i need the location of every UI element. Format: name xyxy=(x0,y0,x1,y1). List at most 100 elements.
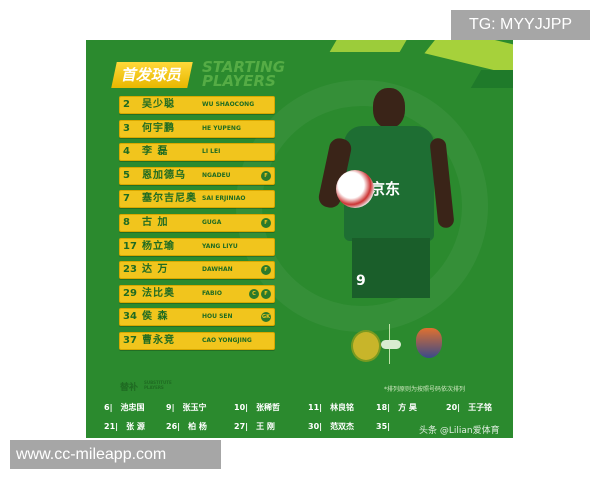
position-badge: F xyxy=(261,218,271,228)
subs-row-2: 21| 张 源 26| 柏 杨 27| 王 刚 30| 范双杰 35| xyxy=(86,420,513,434)
player-name-cn: 恩加德乌 xyxy=(142,169,186,181)
title-cn: 首发球员 xyxy=(111,62,193,88)
sub-number: 11| xyxy=(308,403,323,412)
player-name-cn: 达 万 xyxy=(142,264,169,276)
subs-title-en: SUBSTITUTE PLAYERS xyxy=(144,380,172,390)
substitute-item: 26| 柏 杨 xyxy=(166,420,207,434)
player-row: 2 吴少聪 WU SHAOCONG xyxy=(119,96,275,114)
substitute-item: 18| 方 昊 xyxy=(376,401,417,415)
player-name-en: WU SHAOCONG xyxy=(202,101,255,108)
sub-name: 张 源 xyxy=(126,422,145,431)
substitute-item: 10| 张稀哲 xyxy=(234,401,280,415)
shorts-number: 9 xyxy=(356,273,366,289)
lineup-graphic: 首发球员 STARTING PLAYERS 2 吴少聪 WU SHAOCONG … xyxy=(86,40,513,438)
player-badges: F xyxy=(261,218,271,228)
title-en: STARTING PLAYERS xyxy=(202,58,286,89)
substitute-item: 27| 王 刚 xyxy=(234,420,275,434)
bottom-left-watermark: www.cc-mileapp.com xyxy=(10,440,221,469)
sub-number: 21| xyxy=(104,422,119,431)
sub-number: 20| xyxy=(446,403,461,412)
player-number: 7 xyxy=(123,193,130,205)
sub-number: 35| xyxy=(376,422,391,431)
player-number: 17 xyxy=(123,240,137,252)
sub-name: 柏 杨 xyxy=(188,422,207,431)
substitute-item: 6| 池忠国 xyxy=(104,401,145,415)
top-right-watermark: TG: MYYJJPP xyxy=(451,10,590,40)
player-number: 4 xyxy=(123,146,130,158)
position-badge: F xyxy=(261,170,271,181)
player-name-en: FABIO xyxy=(202,289,222,297)
sub-name: 范双杰 xyxy=(330,422,355,431)
player-name-en: YANG LIYU xyxy=(202,242,238,250)
player-row: 17 杨立瑜 YANG LIYU xyxy=(119,237,275,256)
player-number: 3 xyxy=(123,122,130,134)
player-name-cn: 法比奥 xyxy=(142,287,175,299)
position-badge: F xyxy=(261,265,271,276)
subs-title-en-line2: PLAYERS xyxy=(144,385,164,390)
sub-number: 10| xyxy=(234,403,249,412)
player-name-en: DAWHAN xyxy=(202,266,233,274)
player-name-en: HE YUPENG xyxy=(202,124,241,132)
sub-number: 26| xyxy=(166,422,181,431)
subs-row-1: 6| 池忠国 9| 张玉宁 10| 张稀哲 11| 林良铭 18| 方 昊 20| 王子铭 xyxy=(86,401,513,415)
player-row: 4 李 磊 LI LEI xyxy=(119,143,275,162)
player-name-en: SAI ERJINIAO xyxy=(202,195,246,203)
player-name-en: NGADEU xyxy=(202,171,231,179)
substitute-item: 11| 林良铭 xyxy=(308,401,354,415)
player-row: 37 曹永竞 CAO YONGJING xyxy=(119,332,275,350)
player-row: 3 何宇鹏 HE YUPENG xyxy=(119,119,275,138)
player-name-en: GUGA xyxy=(202,219,222,226)
player-name-cn: 李 磊 xyxy=(142,146,169,158)
position-badge: F xyxy=(261,288,271,299)
title-en-line1: STARTING xyxy=(202,58,286,76)
sub-name: 张玉宁 xyxy=(182,403,207,412)
sub-name: 王子铭 xyxy=(468,403,493,412)
sub-name: 张稀哲 xyxy=(256,403,281,412)
player-row: 34 侯 森 HOU SEN GK xyxy=(119,308,275,327)
sub-name: 林良铭 xyxy=(330,403,355,412)
player-number: 34 xyxy=(123,311,137,323)
shirt-sponsor: 京东 xyxy=(370,180,401,198)
football xyxy=(336,170,374,208)
substitute-item: 35| xyxy=(376,420,398,434)
player-name-cn: 曹永竞 xyxy=(142,335,175,346)
player-badges: F xyxy=(261,265,271,276)
away-club-logo xyxy=(416,328,442,358)
substitute-item: 9| 张玉宁 xyxy=(166,401,207,415)
player-name-cn: 何宇鹏 xyxy=(142,122,175,134)
player-name-cn: 侯 森 xyxy=(142,311,169,323)
subs-title-cn: 替补 xyxy=(120,383,139,393)
inner-watermark: 头条 @Lilian爱体育 xyxy=(419,426,500,436)
player-name-en: HOU SEN xyxy=(202,313,233,321)
player-number: 23 xyxy=(123,264,137,276)
ordering-note: *排列原则为按照号码依次排列 xyxy=(384,386,466,393)
player-number: 8 xyxy=(123,217,130,228)
home-club-logo xyxy=(351,330,381,362)
substitute-item: 30| 范双杰 xyxy=(308,420,354,434)
subs-title-en-line1: SUBSTITUTE xyxy=(144,380,172,385)
sub-number: 18| xyxy=(376,403,391,412)
sub-number: 9| xyxy=(166,403,175,412)
player-row: 8 古 加 GUGA F xyxy=(119,214,275,232)
sub-name: 王 刚 xyxy=(256,422,275,431)
player-name-cn: 塞尔吉尼奥 xyxy=(142,193,197,205)
player-row: 23 达 万 DAWHAN F xyxy=(119,261,275,280)
player-number: 29 xyxy=(123,287,137,299)
player-number: 2 xyxy=(123,99,130,110)
player-name-cn: 吴少聪 xyxy=(142,99,175,110)
player-name-en: LI LEI xyxy=(202,148,221,156)
sub-name: 方 昊 xyxy=(398,403,417,412)
player-badges: F xyxy=(261,170,271,181)
player-row: 7 塞尔吉尼奥 SAI ERJINIAO xyxy=(119,190,275,209)
sub-number: 6| xyxy=(104,403,113,412)
substitute-item: 21| 张 源 xyxy=(104,420,145,434)
player-photo: 京东 9 xyxy=(316,88,466,358)
sub-number: 27| xyxy=(234,422,249,431)
decor-stripe xyxy=(470,70,513,88)
player-number: 37 xyxy=(123,335,137,346)
player-number: 5 xyxy=(123,169,130,181)
position-badge: GK xyxy=(261,312,271,323)
decor-stripe xyxy=(329,40,413,52)
